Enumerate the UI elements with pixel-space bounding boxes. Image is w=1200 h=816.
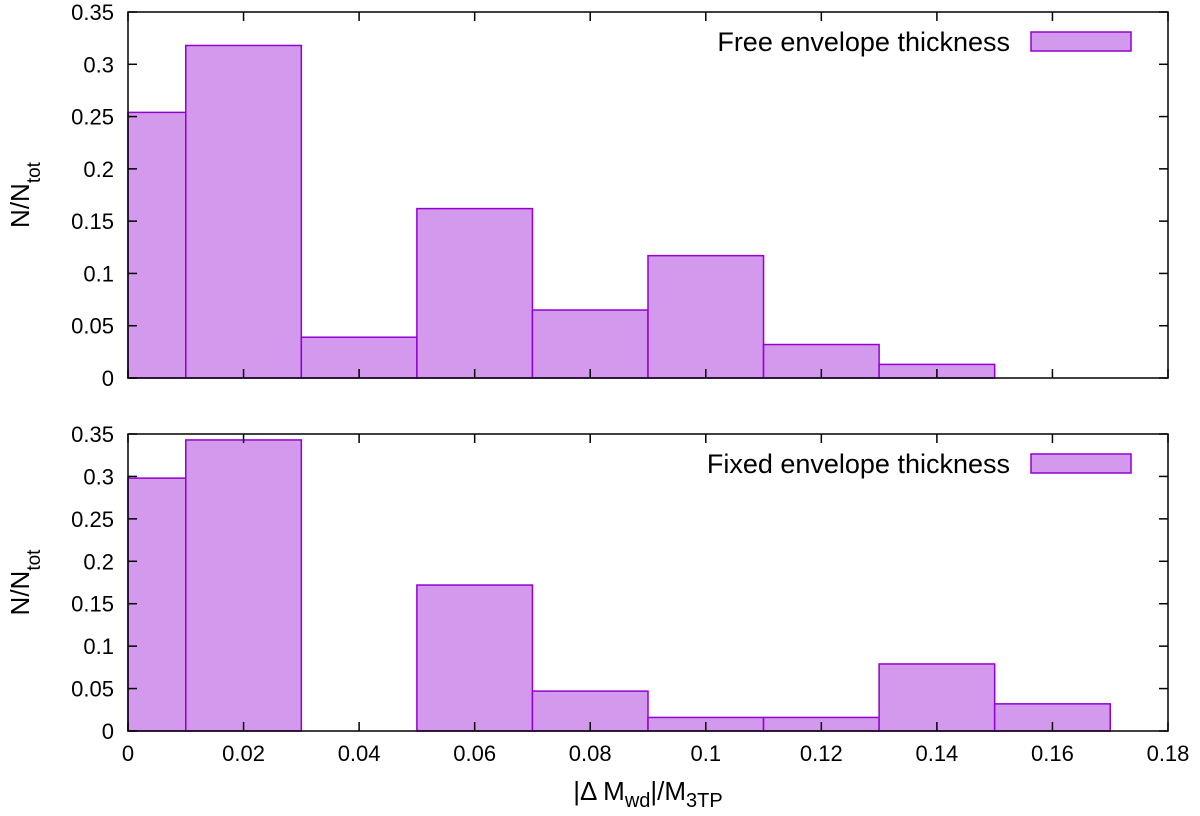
x-tick-label: 0.14 [915,741,958,766]
top-panel: 0 0.05 0.1 0.15 0.2 0.25 0.3 0.35 N/Ntot Free env… [5,0,1169,391]
y-tick-label: 0.3 [83,52,114,77]
y-axis-title: N/Ntot [5,161,45,228]
y-tick-label: 0.05 [71,677,114,702]
legend-swatch [1030,453,1132,474]
x-axis-title-part: |Δ M [573,776,625,806]
y-tick-label: 0 [102,366,114,391]
y-axis-title-main: N/N [5,571,35,616]
x-tick-label: 0.12 [800,741,843,766]
x-tick-label: 0.08 [569,741,612,766]
legend-swatch [1030,31,1132,52]
bottom-panel: 0 0.05 0.1 0.15 0.2 0.25 0.3 0.35 0 0.02 0.04 0.06 0… [5,422,1190,812]
histogram-bar [127,477,187,732]
histogram-bar [127,111,187,379]
y-tick-label: 0.1 [83,261,114,286]
x-tick-label: 0 [122,741,134,766]
x-axis-title-part: wd [624,790,651,811]
histogram-bar [185,439,303,732]
y-tick-label: 0.35 [71,422,114,447]
plot-frame [127,11,1169,379]
y-tick-label: 0 [102,719,114,744]
histogram-bar [185,44,303,379]
x-axis-title-part: |/M [650,776,686,806]
y-tick-label: 0.1 [83,634,114,659]
histogram-bar [531,309,649,379]
y-tick-label: 0.25 [71,105,114,130]
y-axis-title-main: N/N [5,183,35,228]
y-axis-title: N/Ntot [5,549,45,616]
plot-frame [127,433,1169,732]
histogram-bar [647,254,765,379]
legend-label: Fixed envelope thickness [707,449,1010,479]
y-tick-label: 0.05 [71,314,114,339]
x-tick-label: 0.06 [453,741,496,766]
x-tick-label: 0.1 [690,741,721,766]
y-tick-label: 0.25 [71,507,114,532]
y-tick-label: 0.15 [71,209,114,234]
x-tick-label: 0.18 [1147,741,1190,766]
x-axis-title-part: 3TP [686,790,723,811]
x-tick-label: 0.16 [1031,741,1074,766]
y-tick-label: 0.2 [83,157,114,182]
histogram-bar [416,207,534,379]
y-axis-title-sub: tot [24,549,45,571]
y-axis-title-sub: tot [24,161,45,183]
y-tick-label: 0.3 [83,464,114,489]
y-tick-label: 0.15 [71,592,114,617]
y-tick-label: 0.2 [83,549,114,574]
histogram-bar [416,584,534,732]
x-tick-label: 0.02 [222,741,265,766]
y-tick-label: 0.35 [71,0,114,25]
x-tick-label: 0.04 [338,741,381,766]
histogram-bar [878,663,996,732]
x-axis-title: |Δ Mwd|/M3TP [573,776,722,811]
legend-label: Free envelope thickness [717,27,1010,57]
